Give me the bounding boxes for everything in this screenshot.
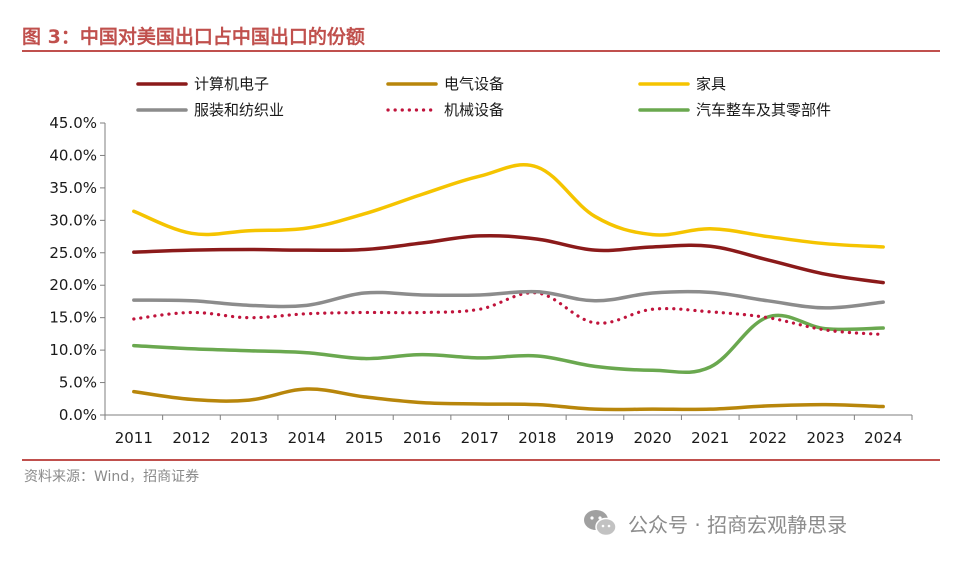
legend-label: 家具 <box>696 75 726 93</box>
y-tick-label: 15.0% <box>49 309 97 327</box>
y-tick-label: 35.0% <box>49 179 97 197</box>
y-tick-label: 45.0% <box>49 114 97 132</box>
chart-axes: 0.0% 5.0% 10.0% 15.0% 20.0% 25.0% 30.0% 35.0% 40… <box>49 114 913 447</box>
y-tick-label: 0.0% <box>59 406 97 424</box>
source-rule <box>22 459 940 461</box>
x-tick-label: 2014 <box>288 429 326 447</box>
legend-label: 机械设备 <box>444 101 504 119</box>
x-tick-label: 2017 <box>461 429 499 447</box>
series-line-5 <box>132 291 885 337</box>
series-line-1 <box>132 233 885 285</box>
legend-label: 汽车整车及其零部件 <box>696 101 831 119</box>
chart-series <box>132 163 885 412</box>
x-tick-label: 2021 <box>691 429 729 447</box>
y-tick-label: 5.0% <box>59 374 97 392</box>
x-tick-label: 2013 <box>230 429 268 447</box>
y-tick-label: 40.0% <box>49 146 97 164</box>
series-line-3 <box>132 163 885 249</box>
x-tick-label: 2018 <box>518 429 556 447</box>
x-tick-label: 2015 <box>345 429 383 447</box>
x-tick-label: 2019 <box>576 429 614 447</box>
legend-label: 计算机电子 <box>194 75 269 93</box>
wechat-icon <box>584 510 617 537</box>
y-tick-label: 30.0% <box>49 211 97 229</box>
series-line-6 <box>132 313 885 374</box>
x-tick-label: 2012 <box>172 429 210 447</box>
watermark: 公众号 · 招商宏观静思录 <box>582 508 847 538</box>
source-note: 资料来源：Wind，招商证券 <box>24 469 200 485</box>
x-tick-label: 2016 <box>403 429 441 447</box>
x-tick-label: 2020 <box>634 429 672 447</box>
title-rule <box>22 50 940 52</box>
y-tick-label: 25.0% <box>49 244 97 262</box>
x-tick-label: 2022 <box>749 429 787 447</box>
figure-title: 图 3：中国对美国出口占中国出口的份额 <box>22 26 365 48</box>
x-tick-label: 2023 <box>806 429 844 447</box>
y-tick-label: 20.0% <box>49 276 97 294</box>
series-line-4 <box>132 289 885 310</box>
x-tick-label: 2011 <box>115 429 153 447</box>
x-tick-label: 2024 <box>864 429 902 447</box>
series-line-2 <box>132 387 885 412</box>
y-tick-label: 10.0% <box>49 341 97 359</box>
legend-label: 电气设备 <box>444 75 504 93</box>
legend-label: 服装和纺织业 <box>194 101 284 119</box>
watermark-text: 公众号 · 招商宏观静思录 <box>628 512 848 537</box>
